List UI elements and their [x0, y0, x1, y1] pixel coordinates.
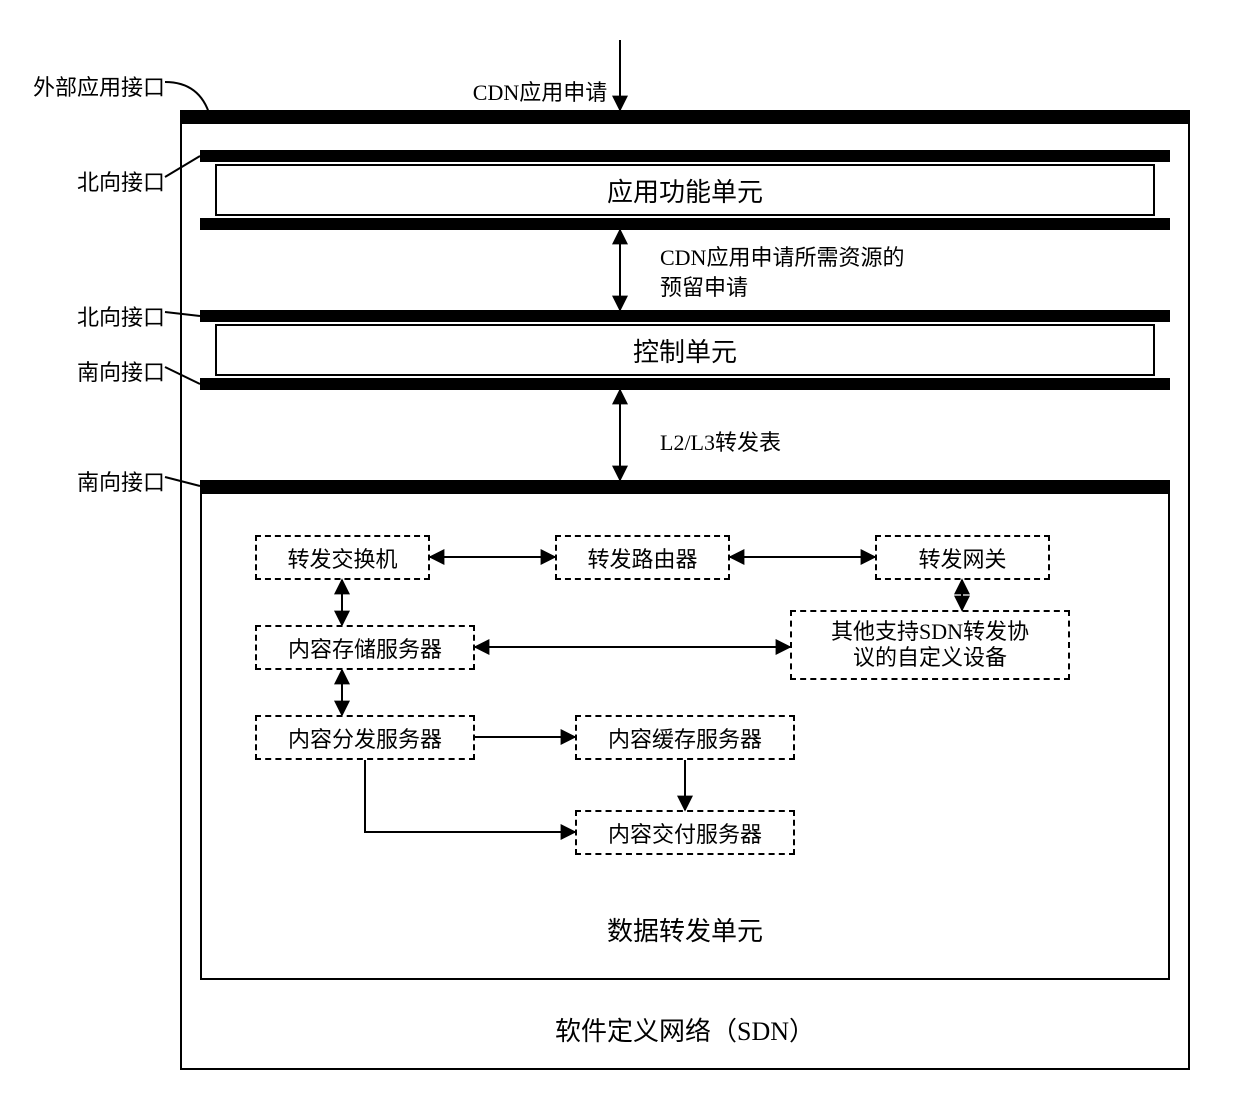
south-interface-label-2: 南向接口: [20, 465, 165, 497]
ctrl-top-bar: [200, 310, 1170, 322]
l2l3-label: L2/L3转发表: [660, 425, 781, 457]
node-router: 转发路由器: [555, 535, 730, 580]
node-other-sdn: 其他支持SDN转发协 议的自定义设备: [790, 610, 1070, 680]
node-dist: 内容分发服务器: [255, 715, 475, 760]
external-interface-label: 外部应用接口: [20, 70, 165, 102]
north-interface-label-2: 北向接口: [20, 300, 165, 332]
cdn-request-label: CDN应用申请: [440, 75, 640, 107]
node-other-sdn-l1: 其他支持SDN转发协: [831, 619, 1029, 645]
node-gateway: 转发网关: [875, 535, 1050, 580]
data-unit-title: 数据转发单元: [202, 911, 1168, 948]
data-top-bar: [202, 482, 1168, 494]
node-cache: 内容缓存服务器: [575, 715, 795, 760]
node-storage: 内容存储服务器: [255, 625, 475, 670]
north-interface-label-1: 北向接口: [20, 165, 165, 197]
app-bottom-bar: [200, 218, 1170, 230]
reserve-request-label-l1: CDN应用申请所需资源的: [660, 240, 904, 272]
sdn-architecture-diagram: CDN应用申请 外部应用接口 北向接口 北向接口 南向接口 南向接口 软件定义网…: [20, 20, 1220, 1090]
app-unit: 应用功能单元: [215, 164, 1155, 216]
ctrl-bottom-bar: [200, 378, 1170, 390]
node-switch: 转发交换机: [255, 535, 430, 580]
outer-top-bar: [182, 112, 1188, 124]
node-other-sdn-l2: 议的自定义设备: [853, 645, 1007, 671]
south-interface-label-1: 南向接口: [20, 355, 165, 387]
node-deliver: 内容交付服务器: [575, 810, 795, 855]
reserve-request-label-l2: 预留申请: [660, 270, 748, 302]
sdn-title: 软件定义网络（SDN）: [182, 1011, 1188, 1048]
app-top-bar: [200, 150, 1170, 162]
control-unit: 控制单元: [215, 324, 1155, 376]
